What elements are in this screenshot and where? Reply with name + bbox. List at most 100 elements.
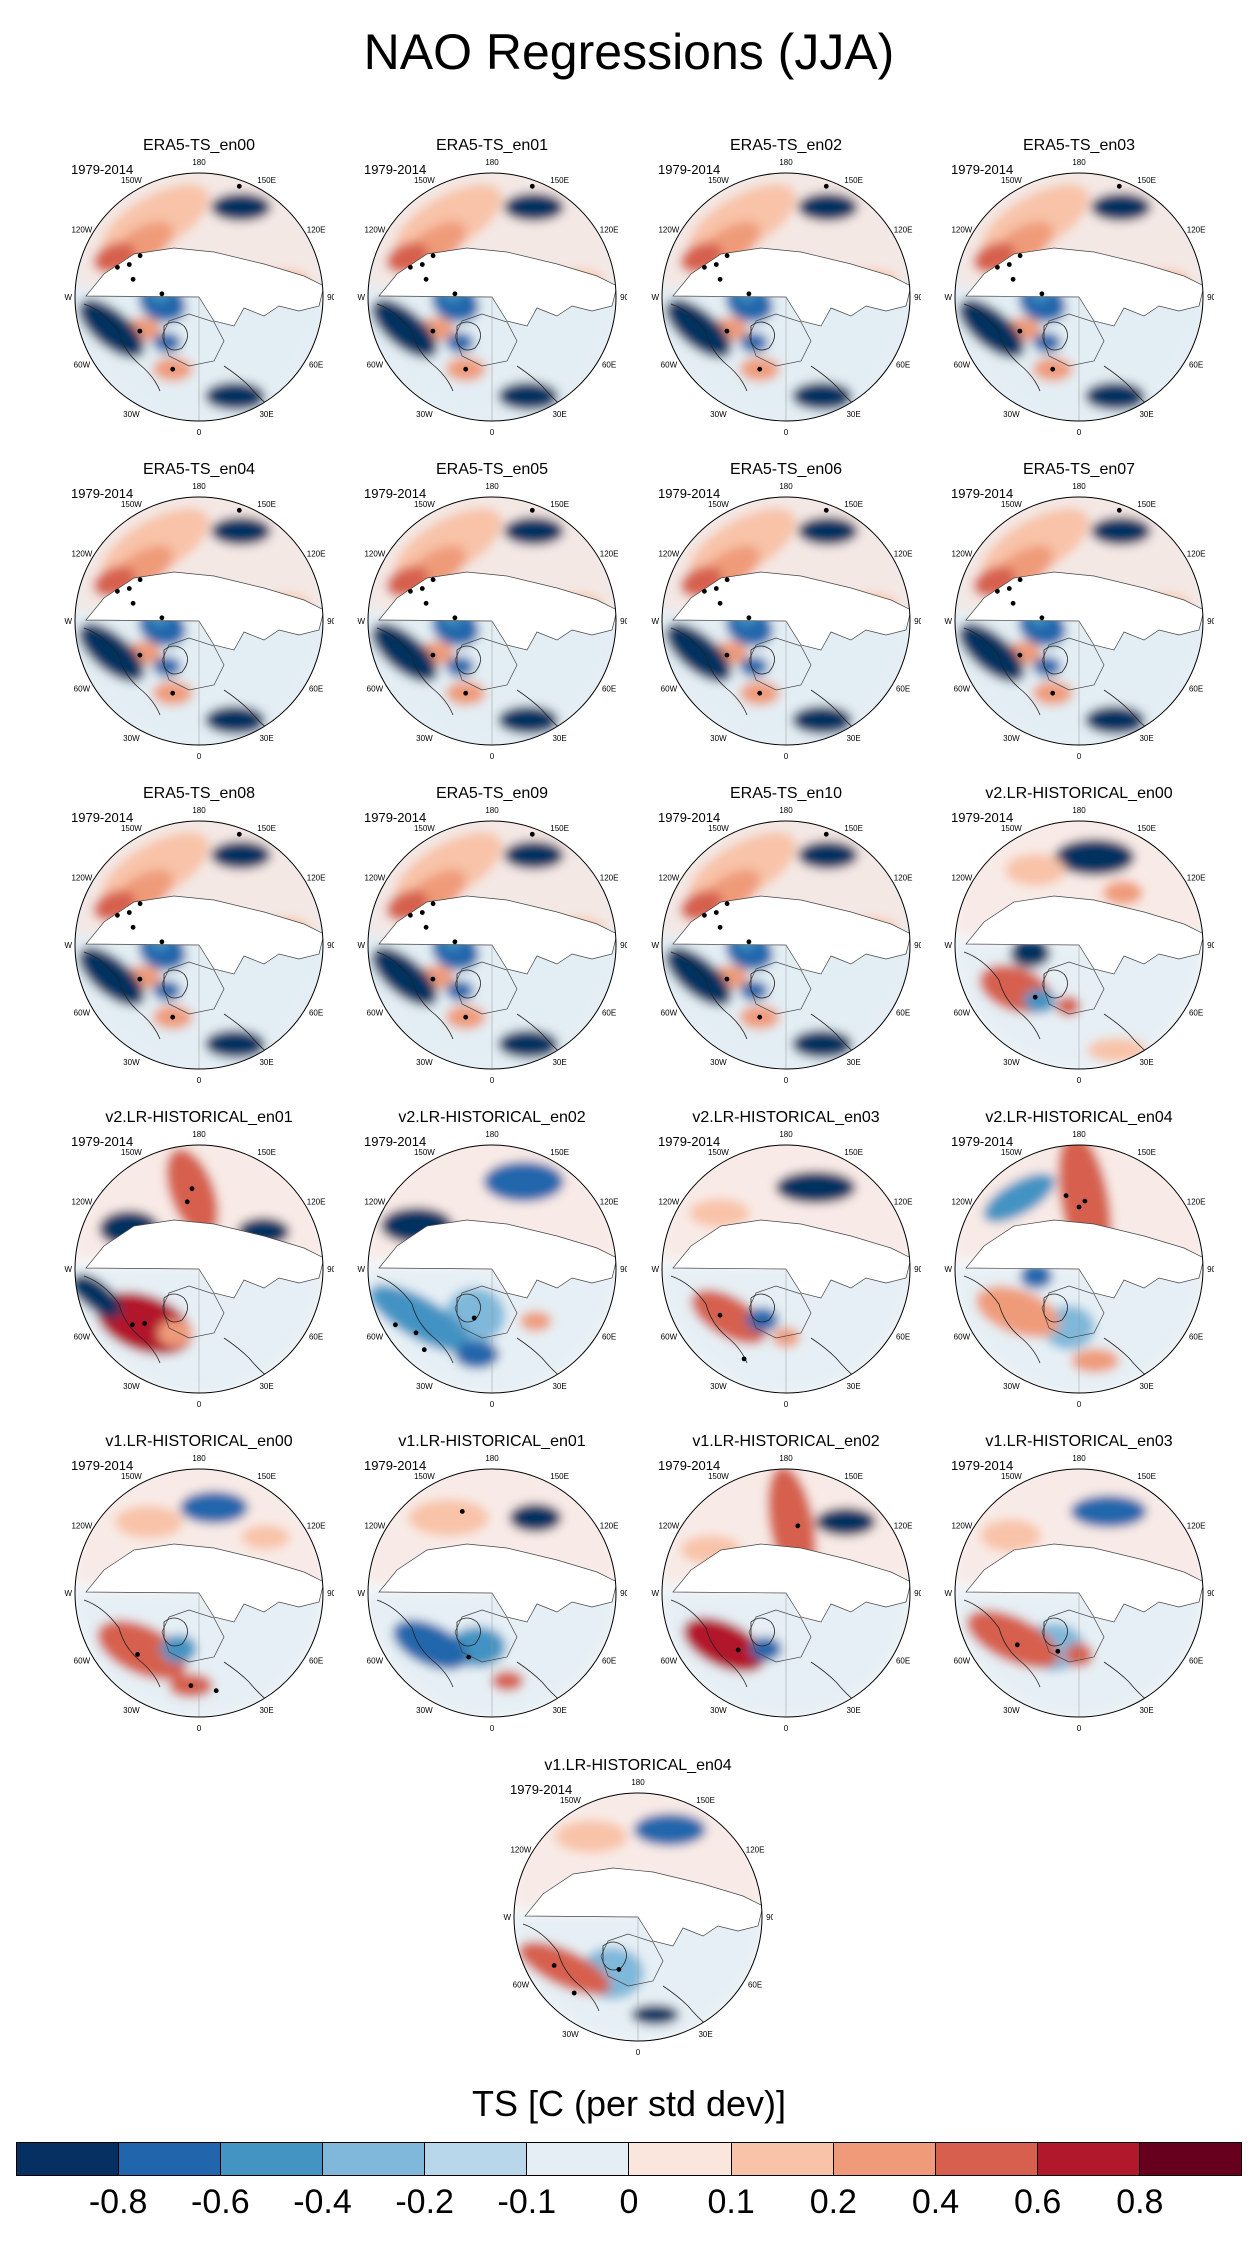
map-panel: 180 150E 120E 90E 60E 30E 0 30W 60W 90W 120W 150W ER… [944,460,1214,760]
lon-label-lon_150e: 150E [844,824,863,833]
lon-label-lon_150w: 150W [121,1148,142,1157]
lon-label-lon_120e: 120E [1187,1197,1206,1206]
anomaly-region-11 [205,706,265,734]
significance-dot [724,976,730,982]
lon-label-lon_120w: 120W [71,549,92,558]
lon-label-lon_180: 180 [779,1130,793,1139]
anomaly-region-8 [665,947,732,1006]
significance-dot [1050,690,1056,696]
panel-title: v1.LR-HISTORICAL_en01 [398,1433,586,1450]
coastline-west [670,951,748,1040]
lon-label-lon_90e: 90E [620,617,627,626]
lon-label-lon_30w: 30W [1003,734,1020,743]
lon-label-lon_60e: 60E [896,1657,910,1666]
lon-label-lon_0: 0 [1077,428,1082,436]
lon-label-lon_30e: 30E [552,1382,566,1391]
panel-title: ERA5-TS_en03 [1022,137,1136,154]
significance-dot [159,291,165,297]
significance-dot [137,328,143,334]
lon-label-lon_0: 0 [1077,1076,1082,1084]
anomaly-region-8 [371,623,438,682]
map-panel: 180 150E 120E 90E 60E 30E 0 30W 60W 90W 120W 150W ER… [651,460,921,760]
colorbar-tick-label: -0.6 [191,2183,250,2221]
lon-label-lon_30e: 30E [846,1058,860,1067]
significance-dot [430,328,436,334]
anomaly-region-11 [498,382,558,410]
anomaly-region-5 [1020,1264,1053,1289]
lon-label-lon_90w: 90W [944,1265,952,1274]
lon-label-lon_150e: 150E [844,500,863,509]
coastline-west [376,951,454,1040]
lon-label-lon_120w: 120W [658,1521,679,1530]
lon-label-lon_150w: 150W [708,176,729,185]
significance-dot [188,1683,194,1688]
anomaly-region-2 [749,1636,782,1661]
significance-dot [735,1647,741,1653]
coastline-west [83,1275,161,1364]
panel-period-label: 1979-2014 [364,1134,427,1149]
lon-label-lon_0: 0 [1077,1400,1082,1408]
lon-label-lon_60w: 60W [661,1333,678,1342]
land-mask-north-america [85,1543,323,1623]
panel-period-label: 1979-2014 [71,1458,134,1473]
lon-label-lon_30e: 30E [552,410,566,419]
anomaly-region-9 [1090,517,1151,546]
lon-label-lon_30e: 30E [259,734,273,743]
significance-dot [419,262,425,267]
significance-dot [137,976,143,982]
lon-label-lon_90e: 90E [914,941,921,950]
land-mask-north-america [378,247,616,327]
lon-label-lon_60e: 60E [309,685,323,694]
significance-dot [126,586,132,591]
lon-label-lon_120w: 120W [364,1197,385,1206]
colorbar-title: TS [C (per std dev)] [471,2083,787,2124]
lon-label-lon_150w: 150W [414,1472,435,1481]
polar-map: 180 150E 120E 90E 60E 30E 0 30W 60W 90W 120W 150W [651,158,921,436]
significance-dot [1082,1198,1088,1204]
lon-label-lon_180: 180 [779,806,793,815]
colorbar-box [425,2143,528,2175]
significance-dot [1039,291,1045,297]
lon-label-lon_120w: 120W [71,225,92,234]
coastline-greenland [750,1293,775,1323]
anomaly-region-2 [633,1813,706,1846]
lon-label-lon_30w: 30W [123,410,140,419]
lon-label-lon_60w: 60W [661,1009,678,1018]
colorbar [16,2142,1242,2176]
lon-label-lon_30w: 30W [710,1382,727,1391]
anomaly-region-5 [153,332,181,353]
colorbar-box [935,2143,1038,2175]
lon-label-lon_150e: 150E [550,824,569,833]
lon-label-lon_60e: 60E [309,1333,323,1342]
coastline-greenland [163,969,188,999]
significance-dot [213,1688,219,1694]
significance-dot [463,366,469,372]
significance-dot [713,262,719,267]
lon-label-lon_30w: 30W [710,1706,727,1715]
lon-label-lon_90e: 90E [620,293,627,302]
significance-dot [430,577,436,583]
lon-label-lon_180: 180 [192,1130,206,1139]
lon-label-lon_60e: 60E [896,1009,910,1018]
lon-label-lon_150e: 150E [696,1796,715,1805]
anomaly-region-4 [115,1505,184,1538]
anomaly-region-1 [160,1634,197,1663]
significance-dot [452,615,458,621]
anomaly-region-4 [1071,1348,1120,1373]
significance-dot [459,1509,465,1514]
lon-label-lon_30e: 30E [259,1706,273,1715]
polar-map: 180 150E 120E 90E 60E 30E 0 30W 60W 90W 120W 150W [357,1454,627,1732]
colorbar-box [323,2143,426,2175]
colorbar-tick-label: 0.8 [1116,2183,1164,2221]
significance-dot [159,615,165,621]
colorbar-tick-label: -0.1 [497,2183,557,2221]
anomaly-region-3 [483,1161,564,1202]
significance-dot [823,831,829,837]
map-outline [954,1144,1204,1394]
lon-label-lon_60e: 60E [602,361,616,370]
lon-label-lon_60w: 60W [367,361,384,370]
lon-label-lon_90e: 90E [766,1913,773,1922]
lon-label-lon_180: 180 [485,158,499,167]
lon-label-lon_150w: 150W [708,1148,729,1157]
lon-label-lon_60w: 60W [74,685,91,694]
